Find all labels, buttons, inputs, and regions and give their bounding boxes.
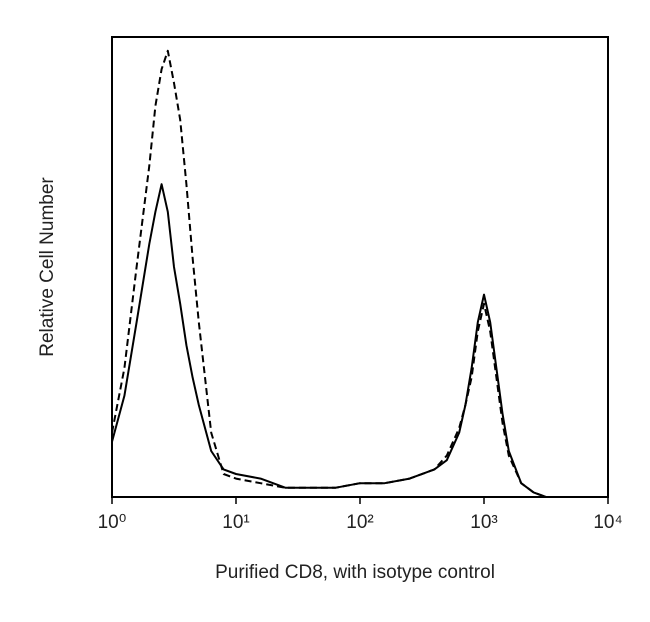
x-axis-label: Purified CD8, with isotype control [215,562,495,583]
x-tick-label: 10³ [470,512,497,533]
x-tick-label: 10⁰ [98,512,127,533]
plot-frame [111,36,609,498]
histogram-line [111,183,547,498]
y-axis-label: Relative Cell Number [37,177,58,357]
x-tick-label: 10¹ [222,512,249,533]
histogram-line [111,49,547,498]
x-tick-label: 10² [346,512,373,533]
x-tick-label: 10⁴ [593,512,622,533]
